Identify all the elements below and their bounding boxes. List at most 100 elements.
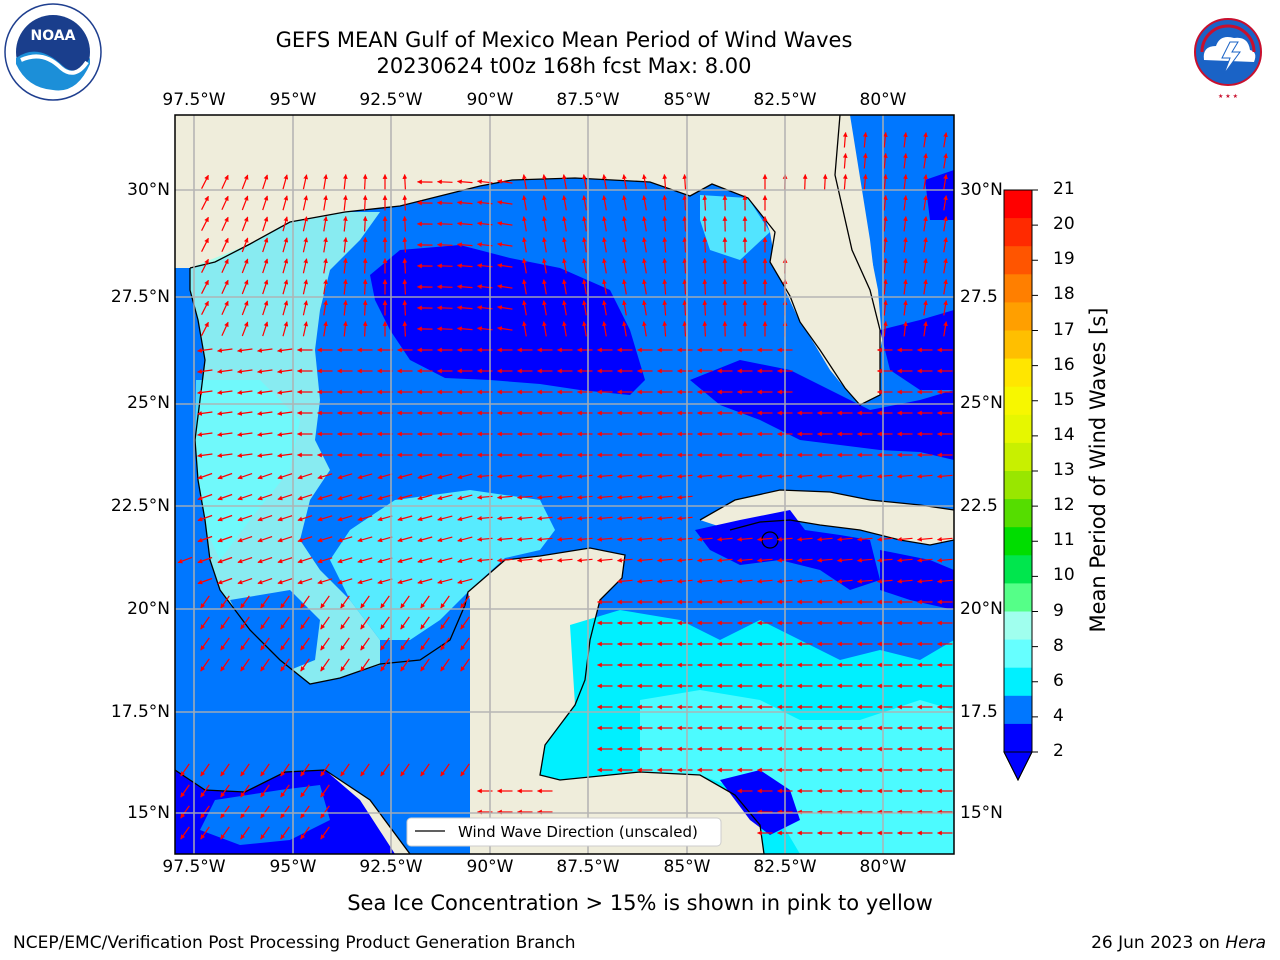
wind-arrow: [317, 494, 333, 501]
wind-arrow: [197, 390, 213, 395]
wind-arrow: [497, 473, 513, 479]
wind-arrow: [220, 595, 230, 609]
wind-arrow: [917, 557, 933, 563]
wind-arrow: [882, 237, 888, 253]
wind-arrow: [240, 616, 250, 630]
wind-arrow: [237, 348, 253, 353]
wind-arrow: [417, 473, 433, 480]
wind-arrow: [400, 658, 410, 672]
wind-arrow: [457, 578, 473, 585]
wind-arrow: [882, 258, 888, 274]
wind-arrow: [317, 557, 333, 564]
wind-arrow: [662, 300, 668, 316]
colorbar-segment: [1004, 358, 1032, 388]
wind-arrow: [582, 279, 587, 295]
wind-arrow: [497, 326, 513, 331]
wind-arrow: [362, 237, 368, 253]
wind-arrow: [217, 514, 233, 522]
wind-arrow: [180, 763, 190, 777]
wind-arrow: [200, 763, 210, 777]
wind-arrow: [897, 473, 913, 479]
wind-arrow: [943, 153, 948, 169]
wind-arrow: [902, 321, 908, 337]
wind-arrow: [280, 826, 290, 840]
legend-label: Wind Wave Direction (unscaled): [458, 823, 698, 841]
wind-arrow: [737, 536, 753, 542]
wind-arrow: [437, 473, 453, 480]
lat-label-left: 25°N: [127, 393, 170, 413]
lat-label-left: 22.5°N: [110, 496, 170, 516]
wind-arrow: [537, 515, 553, 521]
wind-arrow: [637, 494, 653, 500]
wind-arrow: [217, 390, 233, 395]
wind-arrow: [757, 536, 773, 542]
wind-wave-legend: Wind Wave Direction (unscaled): [406, 817, 722, 847]
wind-arrow: [837, 473, 853, 479]
wind-arrow: [902, 153, 908, 169]
wind-arrow: [240, 763, 250, 777]
wind-arrow: [337, 473, 353, 480]
wind-arrow: [662, 237, 668, 253]
wind-arrow: [357, 536, 373, 543]
wind-arrow: [597, 557, 613, 563]
wind-arrow: [320, 595, 330, 609]
wind-arrow: [400, 637, 410, 651]
wind-arrow: [323, 237, 328, 253]
wind-arrow: [460, 763, 470, 777]
wind-arrow: [200, 595, 210, 609]
wind-arrow: [217, 493, 233, 501]
wind-arrow: [217, 369, 233, 374]
wind-arrow: [577, 515, 593, 521]
wind-arrow: [937, 536, 953, 542]
wind-arrow: [537, 557, 553, 563]
wind-arrow: [717, 473, 733, 479]
colorbar-segment: [1004, 611, 1032, 641]
wind-arrow: [342, 195, 348, 211]
wind-arrow: [402, 300, 408, 316]
lat-label-left: 27.5°N: [110, 287, 170, 307]
wind-arrow: [617, 578, 633, 584]
wind-arrow: [902, 132, 908, 148]
wind-arrow: [457, 557, 473, 564]
wind-arrow: [277, 348, 293, 353]
wind-arrow: [837, 578, 853, 584]
wind-arrow: [702, 216, 708, 232]
wind-arrow: [380, 616, 390, 630]
colorbar-frame: [1003, 189, 1033, 782]
wind-arrow: [201, 237, 209, 252]
wind-arrow: [337, 515, 353, 522]
wind-arrow: [902, 237, 908, 253]
wind-arrow: [437, 305, 453, 311]
wind-arrow: [201, 174, 209, 189]
wind-arrow: [497, 536, 513, 542]
wind-arrow: [862, 153, 868, 169]
colorbar-tick-label: 9: [1053, 600, 1064, 621]
wind-arrow: [457, 326, 473, 332]
wind-arrow: [257, 578, 273, 585]
colorbar-segment: [1004, 499, 1032, 528]
wind-arrow: [862, 174, 868, 190]
wind-arrow: [497, 515, 513, 521]
wind-arrow: [517, 536, 533, 542]
wind-arrow: [280, 637, 290, 651]
colorbar-segment: [1004, 471, 1032, 500]
lat-label-right: 27.5: [960, 287, 998, 307]
wind-arrow: [943, 195, 948, 211]
wind-arrow: [440, 763, 450, 777]
colorbar-tick-label: 10: [1053, 565, 1075, 586]
wind-arrow: [360, 763, 370, 777]
wind-arrow: [662, 321, 668, 337]
wind-arrow: [201, 195, 209, 210]
wind-arrow: [437, 242, 453, 248]
wind-arrow: [582, 216, 587, 232]
wind-arrow: [197, 472, 213, 480]
wind-arrow: [437, 578, 453, 585]
wind-arrow: [260, 616, 270, 630]
colorbar-segment: [1004, 218, 1032, 247]
wind-arrow: [402, 195, 408, 211]
wind-arrow: [282, 258, 289, 274]
wind-arrow: [522, 216, 527, 232]
wind-arrow: [342, 237, 348, 253]
wind-arrow: [277, 494, 293, 501]
wind-arrow: [582, 195, 587, 211]
